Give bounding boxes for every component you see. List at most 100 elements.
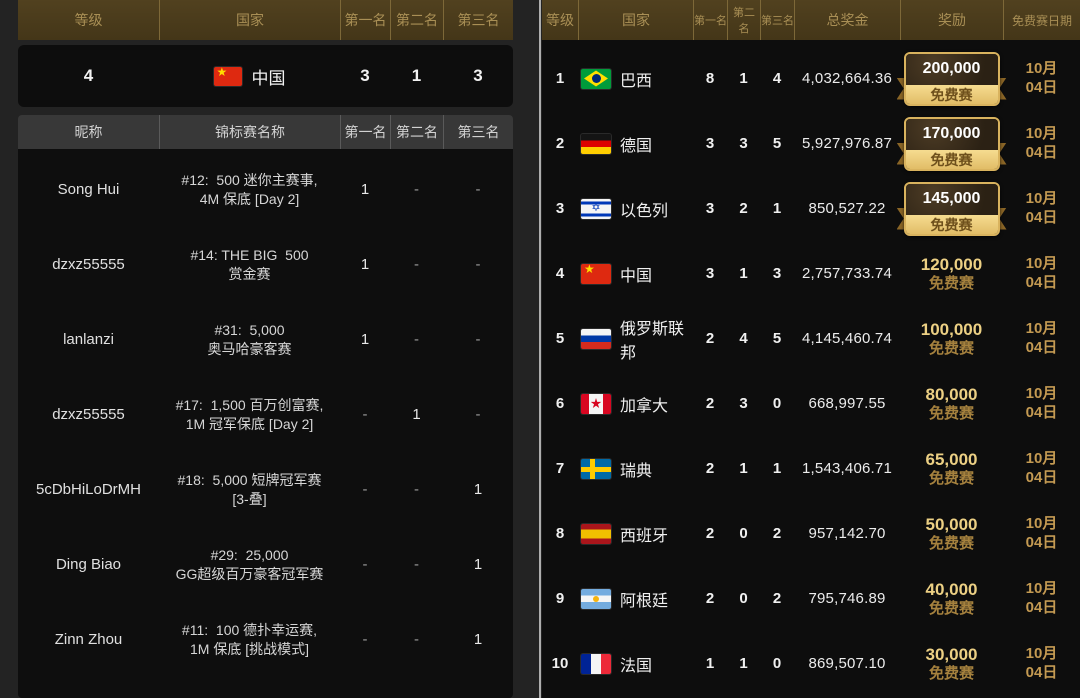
country: 德国 [578,132,693,156]
header-first: 第一名 [340,0,390,40]
country: 加拿大 [578,392,693,416]
tournament-line1: #18: 5,000 短牌冠军赛 [177,471,322,488]
third-count: 5 [772,135,782,152]
second-count: 1 [739,655,748,672]
date-day: 04日 [1025,208,1058,226]
country-name: 巴西 [620,72,653,90]
reward-cell: 100,000 免费赛 [900,319,1003,359]
second-count: 1 [412,406,421,423]
second-count: 3 [739,395,748,412]
tournament-name: #18: 5,000 短牌冠军赛 [3-叠] [159,471,340,509]
header-total-prize: 总奖金 [794,0,900,40]
rank: 7 [555,460,565,477]
first-count: 2 [705,590,715,607]
country: 中国 [578,262,693,286]
table-row[interactable]: 9 阿根廷 2 0 2 795,746.89 40,000 免费赛 10月 04… [542,566,1080,631]
panel-divider [539,0,541,698]
third-count: 5 [772,330,782,347]
freeroll-date: 10月 04日 [1003,125,1080,163]
table-row[interactable]: lanlanzi #31: 5,000 奥马哈豪客赛 1 - - [18,302,513,377]
second-count: - [414,481,419,498]
date-day: 04日 [1025,338,1058,356]
france-flag-icon [581,653,611,674]
freeroll-date: 10月 04日 [1003,450,1080,488]
tournament-line1: #29: 25,000 [210,546,289,563]
country-leaderboard-table[interactable]: 1 巴西 8 1 4 4,032,664.36 200,000 免费赛 10月 [542,40,1080,696]
date-month: 10月 [1025,189,1058,207]
tournament-line2: 1M 保底 [挑战模式] [189,640,309,657]
table-row[interactable]: Song Hui #12: 500 迷你主赛事, 4M 保底 [Day 2] 1… [18,152,513,227]
country-name: 瑞典 [620,462,653,480]
country-summary-header: 等级 国家 第一名 第二名 第三名 [18,0,513,40]
table-row[interactable]: 1 巴西 8 1 4 4,032,664.36 200,000 免费赛 10月 [542,46,1080,111]
reward-cell: 145,000 免费赛 [900,181,1003,236]
header-nickname: 昵称 [74,124,103,140]
reward-amount: 50,000 [925,514,978,534]
sweden-flag-icon [581,458,611,479]
second-count: 1 [739,70,748,87]
summary-second: 1 [411,66,422,85]
table-row[interactable]: 10 法国 1 1 0 869,507.10 30,000 免费赛 10月 04… [542,631,1080,696]
header-rank: 等级 [74,12,103,28]
first-count: 1 [360,331,370,348]
tournament-name: #12: 500 迷你主赛事, 4M 保底 [Day 2] [159,171,340,209]
table-row[interactable]: dzxz55555 #17: 1,500 百万创富赛, 1M 冠军保底 [Day… [18,377,513,452]
reward-label: 免费赛 [928,274,974,292]
table-row[interactable]: 5 俄罗斯联邦 2 4 5 4,145,460.74 100,000 免费赛 1… [542,306,1080,371]
date-day: 04日 [1025,273,1058,291]
tournament-line2: [3-叠] [232,490,267,507]
summary-third: 3 [473,66,483,85]
my-country-panel: 等级 国家 第一名 第二名 第三名 4 中国 3 1 3 昵称 锦标赛名称 第一… [18,0,513,698]
table-row[interactable]: 3 以色列 3 2 1 850,527.22 145,000 免费赛 10月 [542,176,1080,241]
table-row[interactable]: 6 加拿大 2 3 0 668,997.55 80,000 免费赛 10月 04… [542,371,1080,436]
table-row[interactable]: 7 瑞典 2 1 1 1,543,406.71 65,000 免费赛 10月 0… [542,436,1080,501]
country: 以色列 [578,197,693,221]
third-count: 0 [772,655,782,672]
freeroll-date: 10月 04日 [1003,515,1080,553]
table-row[interactable]: 8 西班牙 2 0 2 957,142.70 50,000 免费赛 10月 04… [542,501,1080,566]
table-row[interactable]: 5cDbHiLoDrMH #18: 5,000 短牌冠军赛 [3-叠] - - … [18,452,513,527]
first-count: 8 [705,70,715,87]
table-row[interactable]: Ding Biao #29: 25,000 GG超级百万豪客冠军赛 - - 1 [18,527,513,602]
table-row[interactable]: 4 中国 3 1 3 2,757,733.74 120,000 免费赛 10月 … [542,241,1080,306]
reward-label: 免费赛 [928,664,974,682]
russia-flag-icon [581,328,611,349]
second-count: 2 [739,200,748,217]
rank: 4 [555,265,565,282]
country-name: 俄罗斯联邦 [620,320,685,362]
first-count: - [362,406,368,423]
header-second: 第二名 [727,0,760,40]
third-count: 4 [772,70,782,87]
player-nickname: 5cDbHiLoDrMH [35,481,142,498]
reward-amount: 40,000 [925,579,978,599]
country-name: 以色列 [620,202,669,220]
gold-ribbon-badge: 170,000 免费赛 [903,116,1000,171]
freeroll-date: 10月 04日 [1003,580,1080,618]
freeroll-date: 10月 04日 [1003,320,1080,358]
reward-label: 免费赛 [905,214,998,234]
rank: 5 [555,330,565,347]
first-count: 1 [360,181,370,198]
country: 巴西 [578,67,693,91]
freeroll-date: 10月 04日 [1003,190,1080,228]
reward-amount: 30,000 [925,644,978,664]
country-summary-row[interactable]: 4 中国 3 1 3 [18,45,513,107]
third-count: 1 [473,481,483,498]
country: 阿根廷 [578,587,693,611]
date-month: 10月 [1025,319,1058,337]
table-row[interactable]: dzxz55555 #14: THE BIG 500 赏金赛 1 - - [18,227,513,302]
reward-label: 免费赛 [928,599,974,617]
third-count: 1 [772,460,782,477]
date-day: 04日 [1025,78,1058,96]
table-row[interactable]: Zinn Zhou #11: 100 德扑幸运赛, 1M 保底 [挑战模式] -… [18,602,513,677]
summary-rank: 4 [83,66,94,85]
china-flag-icon [581,263,611,284]
second-count: 1 [739,265,748,282]
player-nickname: dzxz55555 [52,256,125,273]
reward-cell: 120,000 免费赛 [900,254,1003,294]
table-row[interactable]: 2 德国 3 3 5 5,927,976.87 170,000 免费赛 10月 [542,111,1080,176]
player-nickname: Ding Biao [55,556,122,573]
date-month: 10月 [1025,514,1058,532]
player-results-table[interactable]: Song Hui #12: 500 迷你主赛事, 4M 保底 [Day 2] 1… [18,149,513,698]
summary-country: 中国 [159,64,340,89]
